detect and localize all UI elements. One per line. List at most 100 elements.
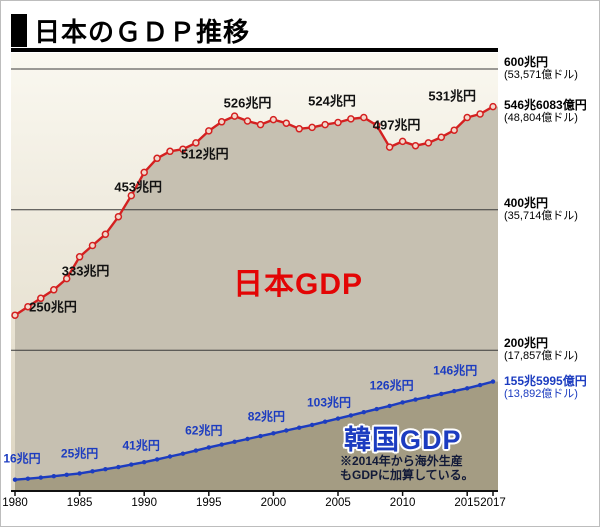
x-axis-year-label: 2015: [454, 497, 480, 509]
korea-marker: [284, 428, 289, 433]
point-label-japan: 497兆円: [372, 117, 421, 133]
korea-marker: [38, 475, 43, 480]
x-axis-year-label: 1990: [131, 497, 157, 509]
japan-marker: [347, 115, 355, 123]
point-label-korea: 62兆円: [185, 423, 223, 438]
korea-marker: [426, 394, 431, 399]
japan-marker: [269, 115, 278, 124]
point-label-korea: 103兆円: [306, 395, 352, 410]
korea-marker: [142, 460, 147, 465]
korea-marker: [116, 464, 121, 470]
point-label-japan: 526兆円: [223, 95, 272, 111]
title-square-bullet-icon: [11, 14, 27, 47]
japan-marker: [205, 127, 213, 135]
page-title: 日本のＧＤＰ推移: [34, 18, 251, 47]
japan-marker: [476, 110, 484, 118]
korea-marker: [51, 474, 56, 479]
japan-marker: [217, 118, 226, 126]
japan-marker: [411, 141, 420, 150]
x-axis-year-label: 1985: [66, 497, 93, 509]
x-axis-year-label: 1995: [196, 497, 222, 509]
japan-marker: [282, 119, 291, 127]
japan-marker: [140, 168, 148, 177]
korea-marker: [335, 416, 341, 421]
japan-marker: [192, 139, 200, 147]
japan-marker: [62, 274, 71, 283]
japan-marker: [437, 133, 446, 141]
korea-marker: [490, 379, 496, 384]
korea-marker: [258, 433, 263, 439]
korea-marker: [180, 451, 186, 456]
point-label-japan: 333兆円: [61, 263, 110, 279]
footnote: ※2014年から海外生産 もGDPに加算している。: [340, 454, 474, 482]
korea-marker: [77, 471, 82, 476]
japan-marker: [424, 139, 433, 147]
chart-title-block: 日本のＧＤＰ推移: [11, 12, 250, 49]
japan-marker: [230, 112, 239, 120]
japan-marker: [88, 241, 97, 250]
point-label-korea: 25兆円: [60, 446, 99, 461]
japan-marker: [398, 137, 407, 146]
korea-marker: [206, 445, 211, 450]
japan-marker: [127, 191, 136, 200]
korea-end-value-sub: (13,892億ドル): [504, 388, 578, 400]
japan-marker: [489, 102, 497, 111]
korea-marker: [271, 431, 276, 436]
x-axis-year-label: 2000: [260, 497, 287, 509]
point-label-japan: 524兆円: [308, 93, 356, 108]
japan-marker: [37, 294, 45, 303]
x-axis-year-label: 2017: [480, 497, 506, 509]
korea-marker: [400, 400, 405, 405]
korea-marker: [297, 425, 302, 430]
korea-marker: [90, 469, 95, 474]
korea-marker: [387, 403, 392, 409]
japan-marker: [166, 147, 174, 156]
korea-marker: [477, 382, 483, 388]
x-axis-year-label: 1980: [2, 497, 28, 509]
korea-marker: [322, 419, 328, 424]
point-label-korea: 126兆円: [369, 378, 414, 393]
footnote-line2: もGDPに加算している。: [340, 468, 474, 482]
japan-marker: [243, 117, 252, 125]
korea-marker: [452, 388, 457, 394]
korea-marker: [309, 422, 315, 428]
x-axis-year-label: 2010: [389, 497, 416, 509]
korea-end-value-main: 155兆5995億円: [504, 374, 587, 388]
korea-marker: [25, 476, 31, 481]
japan-end-value-sub: (48,804億ドル): [504, 112, 578, 124]
japan-marker: [360, 113, 368, 122]
japan-marker: [114, 212, 123, 221]
japan-marker: [75, 253, 84, 261]
y-axis-tick-label: 600兆円 (53,571億ドル): [504, 56, 578, 82]
korea-marker: [245, 436, 250, 442]
korea-marker: [348, 413, 354, 418]
korea-marker: [193, 448, 199, 453]
korea-marker: [374, 406, 379, 412]
y-tick-sub: (53,571億ドル): [504, 69, 578, 81]
japan-marker: [24, 302, 32, 311]
japan-marker: [153, 154, 161, 163]
point-label-japan: 453兆円: [114, 179, 163, 195]
korea-end-value-label: 155兆5995億円 (13,892億ドル): [504, 375, 587, 401]
korea-marker: [465, 386, 470, 391]
korea-gdp-series-label: 韓国GDP: [344, 425, 462, 455]
japan-marker: [256, 120, 265, 129]
japan-marker: [295, 125, 303, 133]
y-tick-main: 200兆円: [504, 336, 549, 351]
korea-area-fill: [15, 381, 498, 491]
japan-marker: [101, 230, 110, 239]
point-label-japan: 250兆円: [29, 299, 77, 315]
korea-marker: [64, 472, 69, 477]
japan-marker: [11, 311, 19, 319]
japan-marker: [334, 118, 342, 127]
y-tick-main: 600兆円: [504, 55, 549, 69]
japan-marker: [372, 121, 381, 130]
korea-marker: [232, 439, 237, 444]
japan-marker: [179, 145, 187, 153]
korea-marker: [12, 477, 18, 482]
japan-area-fill: [15, 106, 498, 491]
korea-marker: [413, 397, 418, 402]
point-label-japan: 512兆円: [180, 146, 229, 162]
